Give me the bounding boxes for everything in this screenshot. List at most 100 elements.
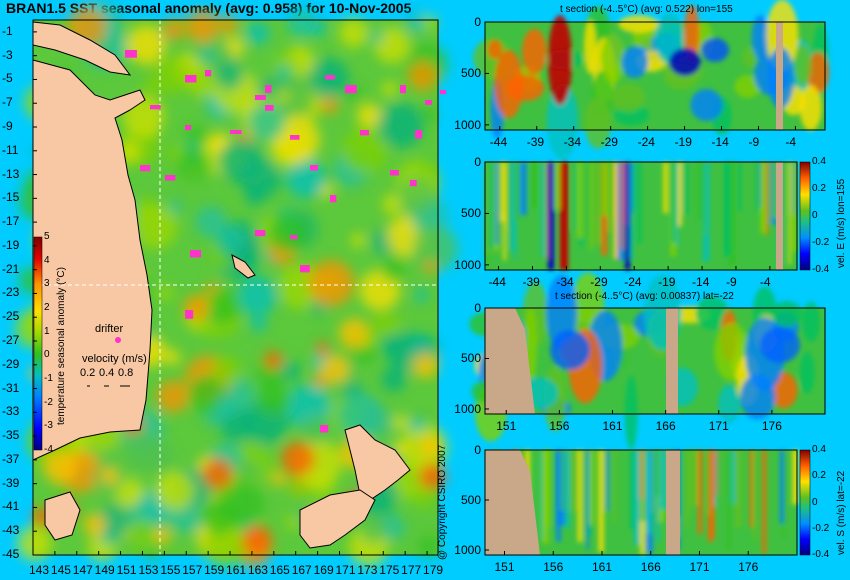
section-x-tick-label: -4 <box>785 135 797 149</box>
section-stripe <box>779 450 785 524</box>
drifter-marker <box>185 75 197 83</box>
map-anomaly-patch <box>195 206 227 238</box>
section-stripe <box>772 162 778 218</box>
drifter-marker <box>290 135 300 140</box>
t-section-lat-title: t section (-4..5°C) (avg: 0.00837) lat=-… <box>555 291 734 302</box>
section-patch <box>734 75 761 99</box>
map-colorbar-tick-label: -1 <box>44 373 53 384</box>
map-y-tick-label: -31 <box>2 380 20 395</box>
section-stripe <box>663 162 668 214</box>
map-anomaly-patch <box>132 204 178 249</box>
vel-colorbar-tick-label: -0.4 <box>812 264 830 275</box>
section-stripe <box>613 162 618 259</box>
section-stripe <box>555 450 559 529</box>
section-stripe <box>659 450 667 510</box>
map-colorbar-tick-label: 4 <box>44 254 50 266</box>
map-anomaly-patch <box>357 103 382 128</box>
vel-e-colorbar <box>799 161 811 271</box>
section-stripe <box>788 162 791 265</box>
new-caledonia-landmass <box>231 254 256 279</box>
map-anomaly-patch <box>210 355 242 387</box>
map-y-tick-label: -1 <box>2 23 13 38</box>
drifter-marker <box>415 130 423 139</box>
section-stripe <box>590 162 593 251</box>
section-stripe <box>637 162 642 244</box>
section-x-tick-label: -34 <box>563 135 582 149</box>
map-anomaly-patch <box>123 430 165 472</box>
map-anomaly-patch <box>308 260 355 307</box>
section-stripe <box>556 450 561 542</box>
section-patch <box>806 52 830 94</box>
section-patch <box>487 39 503 60</box>
section-stripe <box>577 450 583 543</box>
map-anomaly-patch <box>156 380 189 413</box>
section-stripe <box>586 450 589 550</box>
section-frame <box>484 449 798 556</box>
map-x-tick-label: 155 <box>160 563 181 577</box>
section-x-tick-label: -39 <box>526 135 545 149</box>
map-y-tick-label: -19 <box>2 237 20 252</box>
section-cold-core <box>669 48 701 76</box>
vel-s-colorbar-label: vel. S (m/s) lat=-22 <box>836 470 847 555</box>
drifter-marker <box>165 175 176 181</box>
map-y-tick-label: -17 <box>2 214 20 229</box>
section-stripe <box>756 162 760 213</box>
nz-north-island <box>344 424 411 501</box>
drifter-marker <box>320 425 329 433</box>
t-section-lon-plot <box>473 0 830 160</box>
map-y-tick-label: -33 <box>2 404 20 419</box>
drifter-marker <box>345 85 357 94</box>
map-anomaly-patch <box>158 285 174 301</box>
section-x-tick-label: 151 <box>494 560 515 574</box>
section-stripe <box>731 450 736 504</box>
vel-colorbar-tick-label: 0 <box>812 496 818 508</box>
map-anomaly-patch <box>423 260 437 274</box>
section-y-tick-label: 0 <box>474 301 481 315</box>
map-x-tick-label: 143 <box>29 563 50 577</box>
section-stripe <box>702 162 710 262</box>
section-stripe <box>620 162 624 249</box>
map-anomaly-patch <box>143 78 160 95</box>
section-y-tick-label: 0 <box>474 155 481 169</box>
section-frame <box>484 21 826 131</box>
map-x-tick-label: 173 <box>357 563 378 577</box>
drifter-marker <box>190 250 202 258</box>
map-anomaly-patch <box>214 396 237 419</box>
map-x-tick-label: 153 <box>138 563 159 577</box>
drifter-marker <box>255 230 266 237</box>
section-patch <box>802 301 820 342</box>
map-warm-patch <box>83 513 107 536</box>
vel-colorbar-tick-label: 0.4 <box>812 156 826 167</box>
map-anomaly-patch <box>257 382 291 416</box>
vel-colorbar-tick-label: -0.2 <box>812 237 830 248</box>
map-colorbar-tick-label: 1 <box>44 325 50 337</box>
section-y-tick-label: 1000 <box>454 117 481 132</box>
map-anomaly-patch <box>218 138 263 183</box>
map-x-tick-label: 179 <box>423 563 444 577</box>
map-y-tick-label: -45 <box>2 547 20 561</box>
drifter-marker <box>150 105 161 110</box>
map-anomaly-patch <box>163 19 185 41</box>
map-colorbar-tick-label: 2 <box>44 302 50 313</box>
map-anomaly-patch <box>418 164 435 181</box>
section-stripe <box>587 450 595 526</box>
map-anomaly-patch <box>321 97 339 115</box>
section-stripe <box>708 450 715 538</box>
velocity-legend-label: velocity (m/s) <box>82 353 147 365</box>
map-anomaly-patch <box>216 224 246 254</box>
map-x-tick-label: 159 <box>204 563 225 577</box>
section-cold-core <box>550 330 590 370</box>
section-strong-stripe <box>560 162 568 270</box>
map-y-tick-label: -27 <box>2 333 20 347</box>
map-anomaly-patch <box>360 517 387 544</box>
section-patch <box>751 14 770 61</box>
map-anomaly-patch <box>186 9 219 43</box>
map-anomaly-patch <box>287 6 318 37</box>
section-x-tick-label: -24 <box>624 275 642 289</box>
map-anomaly-patch <box>250 315 267 332</box>
map-anomaly-patch <box>339 18 369 48</box>
map-warm-patch <box>100 466 119 486</box>
section-stripe <box>726 450 731 550</box>
map-anomaly-patch <box>289 477 310 498</box>
section-x-tick-label: 166 <box>640 560 661 574</box>
